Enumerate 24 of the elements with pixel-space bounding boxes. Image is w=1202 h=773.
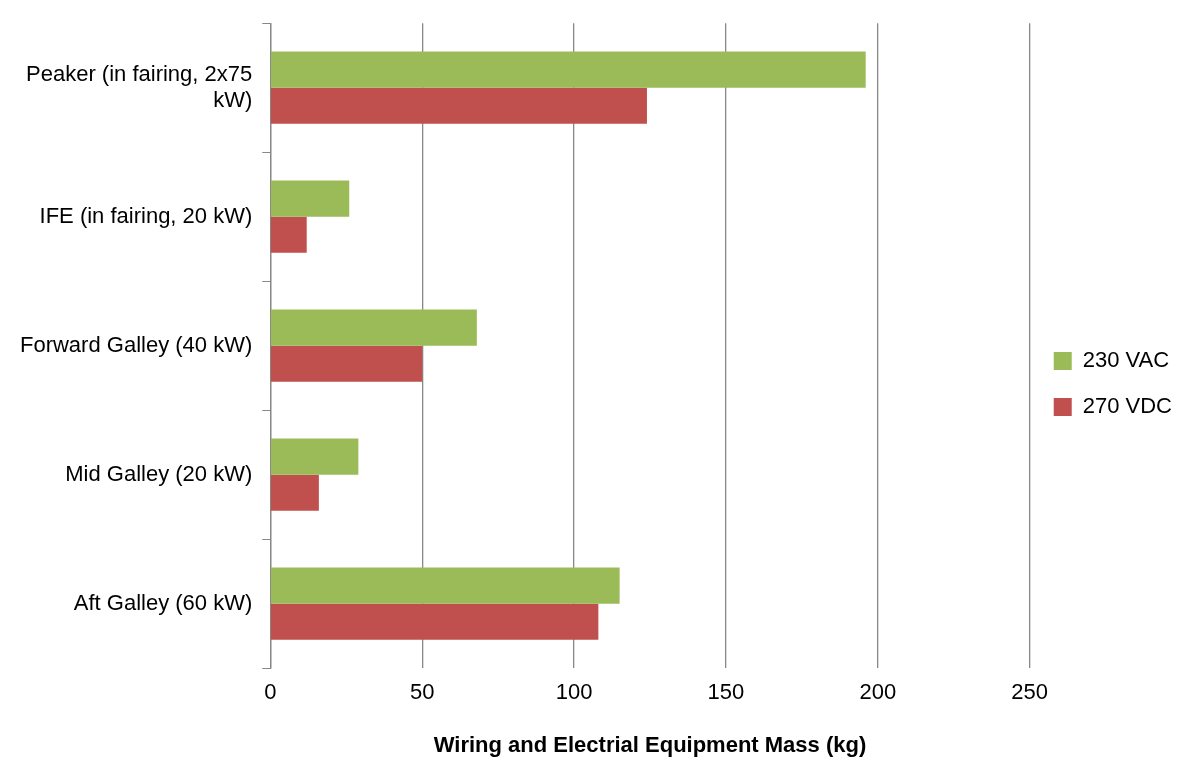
- y-tick-label: Aft Galley (60 kW): [73, 589, 253, 615]
- bar: [270, 87, 647, 124]
- bar: [270, 603, 599, 640]
- bar: [270, 474, 319, 511]
- x-tick-label: 100: [555, 679, 593, 705]
- y-tick-label: IFE (in fairing, 20 kW): [39, 202, 253, 228]
- bar: [270, 51, 866, 88]
- x-tick-label: 50: [409, 679, 435, 705]
- x-tick-label: 200: [859, 679, 897, 705]
- x-tick-label: 250: [1011, 679, 1049, 705]
- bar: [270, 567, 620, 604]
- bar: [270, 309, 477, 346]
- y-tick-label: Peaker (in fairing, 2x75 kW): [26, 60, 253, 112]
- bar: [270, 345, 423, 382]
- legend-label: 270 VDC: [1082, 393, 1173, 419]
- bar: [270, 438, 359, 475]
- x-tick-label: 150: [707, 679, 745, 705]
- x-axis-title: Wiring and Electrial Equipment Mass (kg): [433, 731, 867, 757]
- y-tick-label: Forward Galley (40 kW): [19, 331, 253, 357]
- x-tick-label: 0: [264, 679, 277, 705]
- y-tick-label: Mid Galley (20 kW): [65, 460, 253, 486]
- legend-label: 230 VAC: [1082, 347, 1170, 373]
- bar: [270, 216, 307, 253]
- bar: [270, 180, 350, 217]
